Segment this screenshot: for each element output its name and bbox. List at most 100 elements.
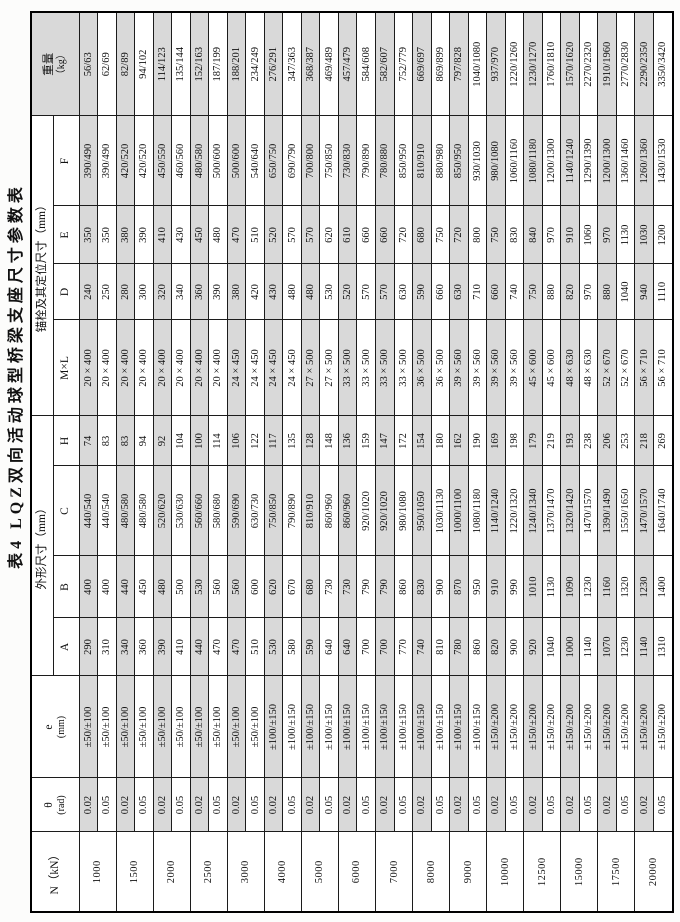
table-row: 2500 0.02 ±50/±100 440 530 560/660 100 20 × 400… [190, 11, 228, 912]
cell-E: 800 [468, 205, 487, 264]
cell-e: ±100/±150 [282, 676, 302, 778]
cell-A: 390 [153, 618, 172, 676]
cell-C: 480/580 [134, 466, 154, 556]
cell-e: ±100/±150 [449, 676, 469, 778]
cell-D: 530 [319, 263, 339, 320]
cell-e: ±150/±200 [486, 676, 506, 778]
cell-W: 937/970 [486, 11, 506, 116]
cell-H: 238 [579, 415, 598, 466]
cell-MxL: 20 × 400 [153, 319, 172, 416]
table-row: 15000 0.02 ±150/±200 1000 1090 1320/1420 193 48… [560, 11, 598, 912]
cell-theta: 0.05 [208, 778, 228, 832]
cell-e: ±50/±100 [190, 676, 209, 778]
cell-A: 810 [431, 618, 450, 676]
cell-C: 1030/1130 [431, 466, 450, 556]
cell-load: 1000 [79, 832, 117, 912]
cell-W: 584/608 [356, 11, 376, 116]
cell-B: 620 [264, 556, 283, 618]
cell-C: 1390/1490 [597, 466, 617, 556]
cell-W: 1570/1620 [560, 11, 580, 116]
cell-F: 1200/1300 [542, 115, 561, 206]
cell-A: 770 [394, 618, 413, 676]
cell-D: 880 [597, 263, 617, 320]
cell-D: 250 [97, 263, 117, 320]
table-row: 9000 0.02 ±100/±150 780 870 1000/1100 162 39 × … [449, 11, 487, 912]
cell-C: 630/730 [245, 466, 265, 556]
cell-e: ±100/±150 [412, 676, 432, 778]
cell-D: 880 [542, 263, 561, 320]
cell-D: 320 [153, 263, 172, 320]
cell-E: 450 [190, 205, 209, 264]
table-row: 5000 0.02 ±100/±150 590 680 810/910 128 27 × 50… [301, 11, 339, 912]
cell-D: 630 [394, 263, 413, 320]
cell-C: 920/1020 [375, 466, 395, 556]
cell-B: 790 [375, 556, 395, 618]
cell-F: 930/1030 [468, 115, 487, 206]
cell-E: 680 [412, 205, 432, 264]
cell-E: 390 [134, 205, 154, 264]
cell-D: 970 [579, 263, 598, 320]
cell-W: 1040/1080 [468, 11, 487, 116]
cell-e: ±150/±200 [542, 676, 561, 778]
cell-A: 820 [486, 618, 506, 676]
table-row: 10000 0.02 ±150/±200 820 910 1140/1240 169 39 ×… [486, 11, 524, 912]
cell-C: 860/960 [338, 466, 357, 556]
header-col-C: C [53, 466, 79, 556]
cell-theta: 0.02 [375, 778, 395, 832]
cell-F: 1430/1530 [653, 115, 673, 206]
cell-A: 470 [208, 618, 228, 676]
cell-MxL: 39 × 560 [505, 319, 524, 416]
cell-B: 1230 [579, 556, 598, 618]
cell-A: 1040 [542, 618, 561, 676]
cell-e: ±100/±150 [356, 676, 376, 778]
cell-E: 910 [560, 205, 580, 264]
cell-E: 350 [97, 205, 117, 264]
cell-load: 6000 [338, 832, 376, 912]
table-row: 0.05 ±50/±100 510 600 630/730 122 24 × 450 420 5… [245, 11, 265, 912]
cell-MxL: 33 × 500 [338, 319, 357, 416]
table-row: 0.05 ±150/±200 1230 1320 1550/1650 253 52 × 67… [616, 11, 635, 912]
table-row: 1000 0.02 ±50/±100 290 400 440/540 74 20 × 400 2… [79, 11, 117, 912]
cell-B: 1160 [597, 556, 617, 618]
cell-theta: 0.05 [653, 778, 673, 832]
cell-W: 1230/1270 [523, 11, 543, 116]
cell-A: 530 [264, 618, 283, 676]
cell-H: 148 [319, 415, 339, 466]
table-row: 17500 0.02 ±150/±200 1070 1160 1390/1490 206 52… [597, 11, 635, 912]
cell-load: 1500 [116, 832, 154, 912]
cell-F: 390/490 [79, 115, 98, 206]
cell-MxL: 20 × 400 [116, 319, 135, 416]
cell-e: ±150/±200 [579, 676, 598, 778]
cell-H: 147 [375, 415, 395, 466]
cell-H: 83 [97, 415, 117, 466]
cell-C: 1370/1470 [542, 466, 561, 556]
cell-theta: 0.05 [319, 778, 339, 832]
cell-load: 2000 [153, 832, 191, 912]
cell-B: 400 [97, 556, 117, 618]
cell-E: 830 [505, 205, 524, 264]
header-theta-symbol: θ [42, 802, 55, 808]
cell-MxL: 20 × 400 [97, 319, 117, 416]
cell-E: 470 [227, 205, 246, 264]
cell-F: 850/950 [449, 115, 469, 206]
cell-A: 410 [171, 618, 191, 676]
cell-theta: 0.02 [560, 778, 580, 832]
cell-D: 430 [264, 263, 283, 320]
cell-MxL: 56 × 710 [653, 319, 673, 416]
cell-F: 850/950 [394, 115, 413, 206]
cell-W: 347/363 [282, 11, 302, 116]
cell-B: 900 [431, 556, 450, 618]
cell-C: 790/890 [282, 466, 302, 556]
cell-A: 310 [97, 618, 117, 676]
cell-E: 970 [597, 205, 617, 264]
cell-D: 1040 [616, 263, 635, 320]
cell-F: 810/910 [412, 115, 432, 206]
cell-e: ±150/±200 [505, 676, 524, 778]
cell-theta: 0.05 [356, 778, 376, 832]
cell-MxL: 36 × 500 [431, 319, 450, 416]
cell-MxL: 27 × 500 [319, 319, 339, 416]
cell-H: 169 [486, 415, 506, 466]
cell-B: 790 [356, 556, 376, 618]
cell-C: 920/1020 [356, 466, 376, 556]
table-row: 0.05 ±150/±200 900 990 1220/1320 198 39 × 560 7… [505, 11, 524, 912]
